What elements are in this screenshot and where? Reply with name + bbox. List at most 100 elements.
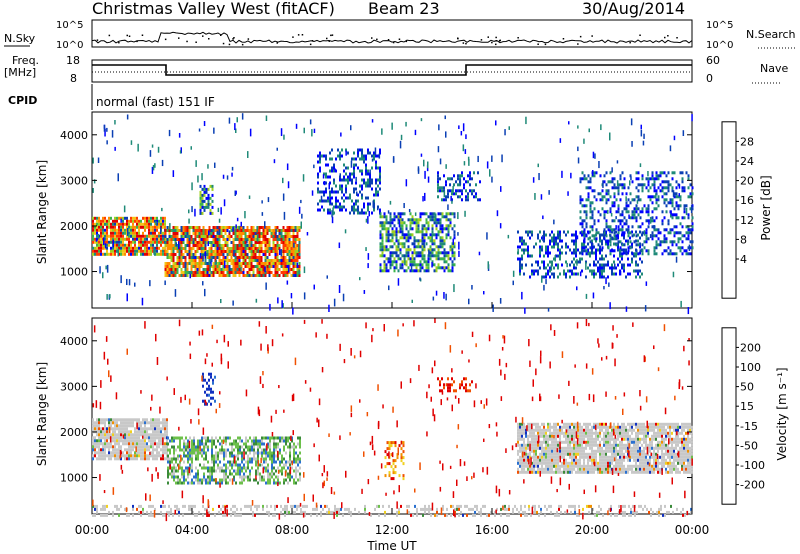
echo-cell [599,251,601,255]
echo-cell [128,219,130,223]
echo-cell [397,221,400,225]
echo-cell [205,190,208,194]
echo-cell [213,463,215,467]
echo-cell [114,225,116,229]
echo-cell [146,436,148,440]
echo-cell [533,245,535,249]
echo-cell [629,231,632,235]
echo-cell [264,247,267,250]
echo-cell [657,186,660,190]
echo-cell [196,229,199,232]
echo-cell [198,235,201,238]
echo-cell [551,260,553,264]
echo-cell [583,204,586,208]
nsearch-dot [128,35,131,37]
echo-cell [451,189,453,193]
echo-cell [164,427,166,431]
echo-cell [453,380,455,384]
echo-cell [447,224,450,228]
echo-cell [218,253,221,256]
echo-cell [252,232,255,235]
echo-cell [225,475,227,479]
echo-cell [453,251,456,255]
echo-cell [260,262,263,265]
echo-cell [441,377,443,381]
echo-cell [240,271,243,274]
echo-cell [182,253,185,256]
echo-cell [273,481,275,485]
echo-cell [277,475,279,479]
echo-cell [519,461,521,465]
echo-cell [391,260,394,264]
echo-cell [108,442,110,446]
echo-cell [543,233,545,237]
echo-cell [290,250,293,253]
echo-cell [637,225,640,229]
echo-cell [206,393,208,397]
echo-cell [271,469,273,473]
echo-cell [156,216,158,220]
echo-cell [403,233,406,237]
echo-cell [617,186,620,190]
echo-cell [677,216,680,220]
echo-cell [389,254,392,258]
echo-cell [655,174,658,178]
echo-cell [118,231,120,235]
freq-tick-top: 18 [66,54,80,67]
echo-cell [180,253,183,256]
echo-cell [248,250,251,253]
echo-cell [259,442,261,446]
echo-cell [691,186,694,190]
echo-cell [92,231,94,235]
echo-cell [199,463,201,467]
echo-cell [339,187,341,191]
echo-cell [270,229,273,232]
echo-cell [453,389,455,393]
echo-cell [239,466,241,470]
echo-cell [296,271,299,274]
echo-cell [631,245,633,249]
echo-cell [290,229,293,232]
echo-cell [647,195,650,199]
echo-cell [233,475,235,479]
echo-cell [317,154,319,158]
echo-cell [557,230,559,234]
echo-cell [691,216,694,220]
echo-cell [639,236,641,240]
echo-cell [629,240,632,244]
noise-cell [244,211,246,219]
echo-cell [603,269,605,273]
noise-cell [403,203,405,209]
echo-cell [173,478,175,482]
nsearch-dot [326,37,328,40]
echo-cell [100,231,102,235]
echo-cell [206,387,208,391]
noise-cell [566,262,568,268]
echo-cell [337,199,339,203]
noise-cell [639,163,642,168]
noise-cell [625,306,628,312]
echo-cell [212,396,214,400]
echo-cell [92,252,94,256]
echo-cell [296,250,299,253]
echo-cell [198,265,201,268]
noise-cell [208,230,210,236]
echo-cell [599,192,602,196]
noise-cell [685,208,688,216]
echo-cell [106,433,108,437]
echo-cell [207,202,210,206]
echo-cell [225,448,227,452]
echo-cell [164,445,166,449]
echo-cell [665,204,668,208]
echo-cell [239,475,241,479]
echo-cell [395,263,398,267]
noise-cell [114,146,116,151]
echo-cell [339,157,341,161]
echo-cell [286,232,289,235]
echo-cell [259,451,261,455]
echo-cell [110,237,112,241]
echo-cell [160,448,162,452]
echo-cell [267,451,269,455]
echo-cell [521,461,523,465]
noise-cell [672,190,675,197]
